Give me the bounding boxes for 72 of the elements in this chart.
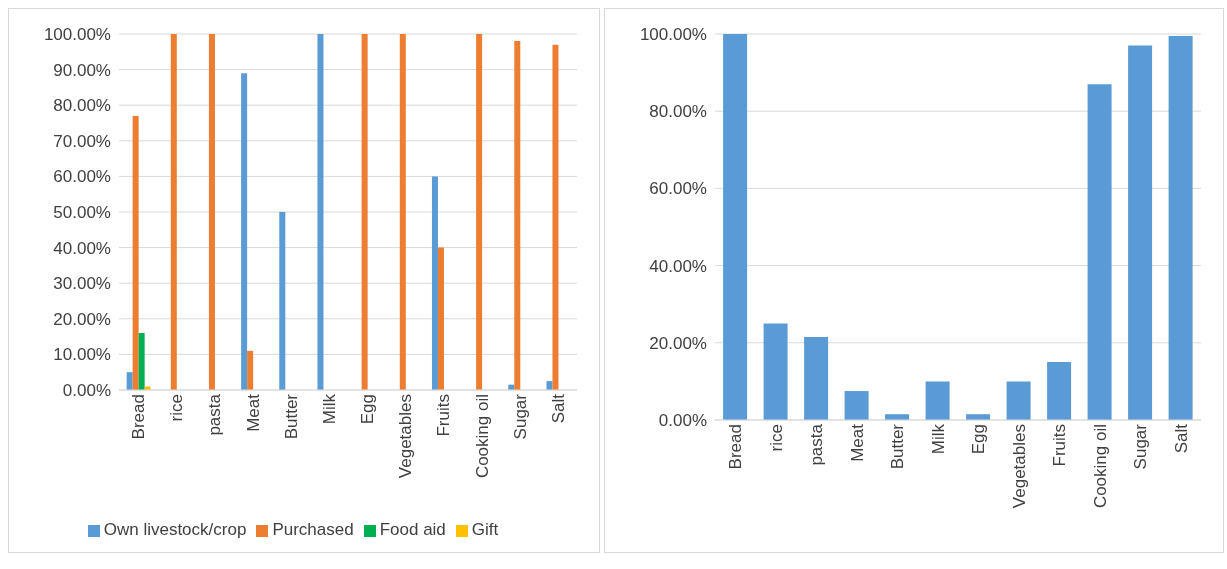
bar (546, 381, 553, 390)
x-tick-label: Salt (1171, 423, 1191, 454)
x-tick-label: pasta (205, 393, 225, 436)
legend-label: Own livestock/crop (103, 520, 247, 539)
legend-label: Gift (471, 520, 499, 539)
bar (1168, 35, 1193, 420)
y-tick-label: 80.00% (649, 102, 707, 122)
bar (514, 41, 521, 390)
x-tick-label: Bread (726, 424, 746, 470)
bar (1006, 381, 1031, 420)
bar (361, 34, 368, 390)
y-tick-label: 100.00% (43, 25, 111, 45)
x-tick-label: rice (167, 394, 187, 422)
x-tick-label: Cooking oil (472, 394, 492, 479)
bar (317, 34, 324, 390)
y-tick-label: 60.00% (53, 167, 111, 187)
y-tick-label: 40.00% (53, 238, 111, 258)
x-tick-label: Egg (969, 424, 989, 455)
bar (763, 323, 788, 420)
x-tick-label: Sugar (510, 393, 530, 440)
legend-label: Food aid (379, 520, 446, 539)
y-tick-label: 60.00% (649, 179, 707, 199)
bar (723, 34, 748, 420)
x-tick-label: pasta (807, 423, 827, 466)
y-tick-label: 20.00% (649, 333, 707, 353)
x-tick-label: Salt (548, 393, 568, 424)
x-tick-label: Meat (847, 423, 867, 462)
y-tick-label: 50.00% (53, 203, 111, 223)
bar (170, 34, 177, 390)
bar (437, 247, 444, 390)
y-tick-label: 0.00% (62, 381, 111, 401)
x-tick-label: Sugar (1131, 423, 1151, 470)
bar (208, 34, 215, 390)
bar (804, 337, 829, 420)
bar (844, 391, 869, 420)
x-tick-label: Cooking oil (1090, 424, 1110, 509)
x-tick-label: Egg (358, 394, 378, 425)
y-tick-label: 90.00% (53, 60, 111, 80)
legend-label: Purchased (272, 520, 354, 539)
x-tick-label: Milk (928, 423, 948, 455)
bar (138, 333, 145, 390)
bar (279, 212, 286, 390)
bar (552, 44, 559, 390)
y-tick-label: 70.00% (53, 131, 111, 151)
x-tick-label: Vegetables (1009, 424, 1029, 509)
bar (126, 372, 133, 390)
bar (925, 381, 950, 420)
x-tick-label: Milk (319, 393, 339, 425)
y-tick-label: 40.00% (649, 256, 707, 276)
bar (399, 34, 406, 390)
y-tick-label: 100.00% (639, 25, 707, 45)
y-tick-label: 20.00% (53, 309, 111, 329)
y-tick-label: 30.00% (53, 274, 111, 294)
y-tick-label: 0.00% (658, 411, 707, 431)
bar (241, 73, 248, 390)
bar (132, 115, 139, 390)
x-tick-label: Bread (129, 394, 149, 440)
bar (476, 34, 483, 390)
x-tick-label: Vegetables (396, 394, 416, 479)
bar (1128, 45, 1153, 420)
x-tick-label: Fruits (434, 394, 454, 437)
x-tick-label: Butter (281, 393, 301, 440)
x-tick-label: Fruits (1050, 424, 1070, 467)
x-tick-label: Meat (243, 393, 263, 432)
x-tick-label: Butter (888, 423, 908, 470)
x-tick-label: rice (766, 424, 786, 452)
bar (1047, 362, 1072, 420)
y-tick-label: 80.00% (53, 96, 111, 116)
y-tick-label: 10.00% (53, 345, 111, 365)
bar (1087, 84, 1112, 420)
bar (247, 350, 254, 390)
bar (431, 176, 438, 390)
